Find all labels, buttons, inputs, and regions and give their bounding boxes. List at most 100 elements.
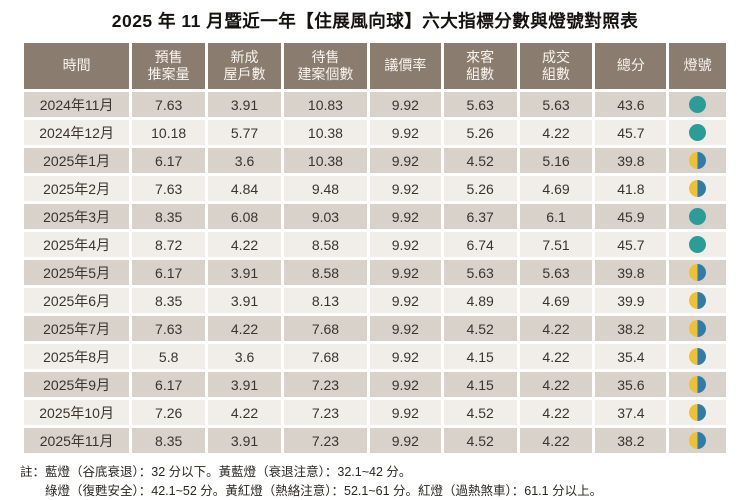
deal-groups-cell: 4.69 xyxy=(519,288,593,313)
new-units-cell: 5.77 xyxy=(208,120,281,145)
light-indicator-icon xyxy=(689,292,707,310)
presale-volume-cell: 8.35 xyxy=(132,204,206,229)
table-row: 2025年10月 7.26 4.22 7.23 9.92 4.52 4.22 3… xyxy=(24,400,726,425)
presale-volume-cell: 7.63 xyxy=(132,316,206,341)
visitor-groups-cell: 4.52 xyxy=(443,400,517,425)
negotiation-rate-cell: 9.92 xyxy=(369,120,441,145)
presale-volume-cell: 8.35 xyxy=(132,428,206,453)
total-score-cell: 38.2 xyxy=(595,316,667,341)
visitor-groups-cell: 4.52 xyxy=(443,148,517,173)
new-units-cell: 3.91 xyxy=(208,260,281,285)
light-indicator-icon xyxy=(689,348,707,366)
legend-note: 註：藍燈（谷底衰退）：32 分以下。黃藍燈（衰退注意）：32.1~42 分。 綠… xyxy=(20,463,750,500)
month-cell: 2025年10月 xyxy=(24,400,130,425)
header-unsold-projects: 待售 建案個數 xyxy=(283,43,367,89)
header-negotiation-rate: 議價率 xyxy=(369,43,441,89)
total-score-cell: 38.2 xyxy=(595,428,667,453)
unsold-projects-cell: 7.68 xyxy=(283,316,367,341)
month-cell: 2024年11月 xyxy=(24,92,130,117)
new-units-cell: 3.91 xyxy=(208,288,281,313)
deal-groups-cell: 7.51 xyxy=(519,232,593,257)
light-cell xyxy=(669,204,726,229)
presale-volume-cell: 6.17 xyxy=(132,260,206,285)
visitor-groups-cell: 4.52 xyxy=(443,316,517,341)
presale-volume-cell: 10.18 xyxy=(132,120,206,145)
deal-groups-cell: 4.22 xyxy=(519,316,593,341)
visitor-groups-cell: 5.26 xyxy=(443,120,517,145)
light-cell xyxy=(669,428,726,453)
deal-groups-cell: 6.1 xyxy=(519,204,593,229)
presale-volume-cell: 8.35 xyxy=(132,288,206,313)
light-cell xyxy=(669,344,726,369)
unsold-projects-cell: 9.03 xyxy=(283,204,367,229)
unsold-projects-cell: 8.13 xyxy=(283,288,367,313)
month-cell: 2025年4月 xyxy=(24,232,130,257)
deal-groups-cell: 4.22 xyxy=(519,400,593,425)
indicator-score-table: 時間 預售 推案量 新成 屋戶數 待售 建案個數 議價率 來客 組數 成交 組數… xyxy=(21,40,729,456)
presale-volume-cell: 6.17 xyxy=(132,148,206,173)
header-row: 時間 預售 推案量 新成 屋戶數 待售 建案個數 議價率 來客 組數 成交 組數… xyxy=(24,43,726,89)
visitor-groups-cell: 5.26 xyxy=(443,176,517,201)
table-row: 2025年6月 8.35 3.91 8.13 9.92 4.89 4.69 39… xyxy=(24,288,726,313)
table-row: 2025年8月 5.8 3.6 7.68 9.92 4.15 4.22 35.4 xyxy=(24,344,726,369)
unsold-projects-cell: 10.38 xyxy=(283,120,367,145)
negotiation-rate-cell: 9.92 xyxy=(369,400,441,425)
header-new-units: 新成 屋戶數 xyxy=(208,43,281,89)
total-score-cell: 37.4 xyxy=(595,400,667,425)
visitor-groups-cell: 5.63 xyxy=(443,260,517,285)
deal-groups-cell: 4.22 xyxy=(519,372,593,397)
light-cell xyxy=(669,120,726,145)
light-cell xyxy=(669,232,726,257)
table-header: 時間 預售 推案量 新成 屋戶數 待售 建案個數 議價率 來客 組數 成交 組數… xyxy=(24,43,726,89)
month-cell: 2025年8月 xyxy=(24,344,130,369)
deal-groups-cell: 4.22 xyxy=(519,344,593,369)
new-units-cell: 3.91 xyxy=(208,428,281,453)
month-cell: 2025年11月 xyxy=(24,428,130,453)
table-row: 2025年5月 6.17 3.91 8.58 9.92 5.63 5.63 39… xyxy=(24,260,726,285)
light-indicator-icon xyxy=(689,376,707,394)
new-units-cell: 4.22 xyxy=(208,400,281,425)
negotiation-rate-cell: 9.92 xyxy=(369,428,441,453)
light-cell xyxy=(669,176,726,201)
negotiation-rate-cell: 9.92 xyxy=(369,204,441,229)
light-indicator-icon xyxy=(689,124,707,142)
table-row: 2024年12月 10.18 5.77 10.38 9.92 5.26 4.22… xyxy=(24,120,726,145)
light-indicator-icon xyxy=(689,180,707,198)
month-cell: 2025年1月 xyxy=(24,148,130,173)
header-total-score: 總分 xyxy=(595,43,667,89)
negotiation-rate-cell: 9.92 xyxy=(369,372,441,397)
month-cell: 2024年12月 xyxy=(24,120,130,145)
visitor-groups-cell: 4.89 xyxy=(443,288,517,313)
visitor-groups-cell: 4.52 xyxy=(443,428,517,453)
unsold-projects-cell: 9.48 xyxy=(283,176,367,201)
new-units-cell: 3.6 xyxy=(208,344,281,369)
presale-volume-cell: 5.8 xyxy=(132,344,206,369)
header-light-signal: 燈號 xyxy=(669,43,726,89)
presale-volume-cell: 6.17 xyxy=(132,372,206,397)
total-score-cell: 39.8 xyxy=(595,148,667,173)
presale-volume-cell: 8.72 xyxy=(132,232,206,257)
unsold-projects-cell: 8.58 xyxy=(283,260,367,285)
new-units-cell: 4.84 xyxy=(208,176,281,201)
table-row: 2024年11月 7.63 3.91 10.83 9.92 5.63 5.63 … xyxy=(24,92,726,117)
new-units-cell: 6.08 xyxy=(208,204,281,229)
table-body: 2024年11月 7.63 3.91 10.83 9.92 5.63 5.63 … xyxy=(24,92,726,453)
header-visitor-groups: 來客 組數 xyxy=(443,43,517,89)
total-score-cell: 45.7 xyxy=(595,120,667,145)
total-score-cell: 45.9 xyxy=(595,204,667,229)
negotiation-rate-cell: 9.92 xyxy=(369,288,441,313)
presale-volume-cell: 7.63 xyxy=(132,176,206,201)
table-row: 2025年11月 8.35 3.91 7.23 9.92 4.52 4.22 3… xyxy=(24,428,726,453)
total-score-cell: 39.8 xyxy=(595,260,667,285)
header-presale-volume: 預售 推案量 xyxy=(132,43,206,89)
unsold-projects-cell: 7.23 xyxy=(283,372,367,397)
deal-groups-cell: 5.63 xyxy=(519,260,593,285)
new-units-cell: 3.91 xyxy=(208,372,281,397)
unsold-projects-cell: 10.38 xyxy=(283,148,367,173)
deal-groups-cell: 4.22 xyxy=(519,120,593,145)
visitor-groups-cell: 5.63 xyxy=(443,92,517,117)
month-cell: 2025年7月 xyxy=(24,316,130,341)
table-row: 2025年2月 7.63 4.84 9.48 9.92 5.26 4.69 41… xyxy=(24,176,726,201)
legend-note-line2: 綠燈（復甦安全）：42.1~52 分。黃紅燈（熱絡注意）：52.1~61 分。紅… xyxy=(45,483,603,498)
